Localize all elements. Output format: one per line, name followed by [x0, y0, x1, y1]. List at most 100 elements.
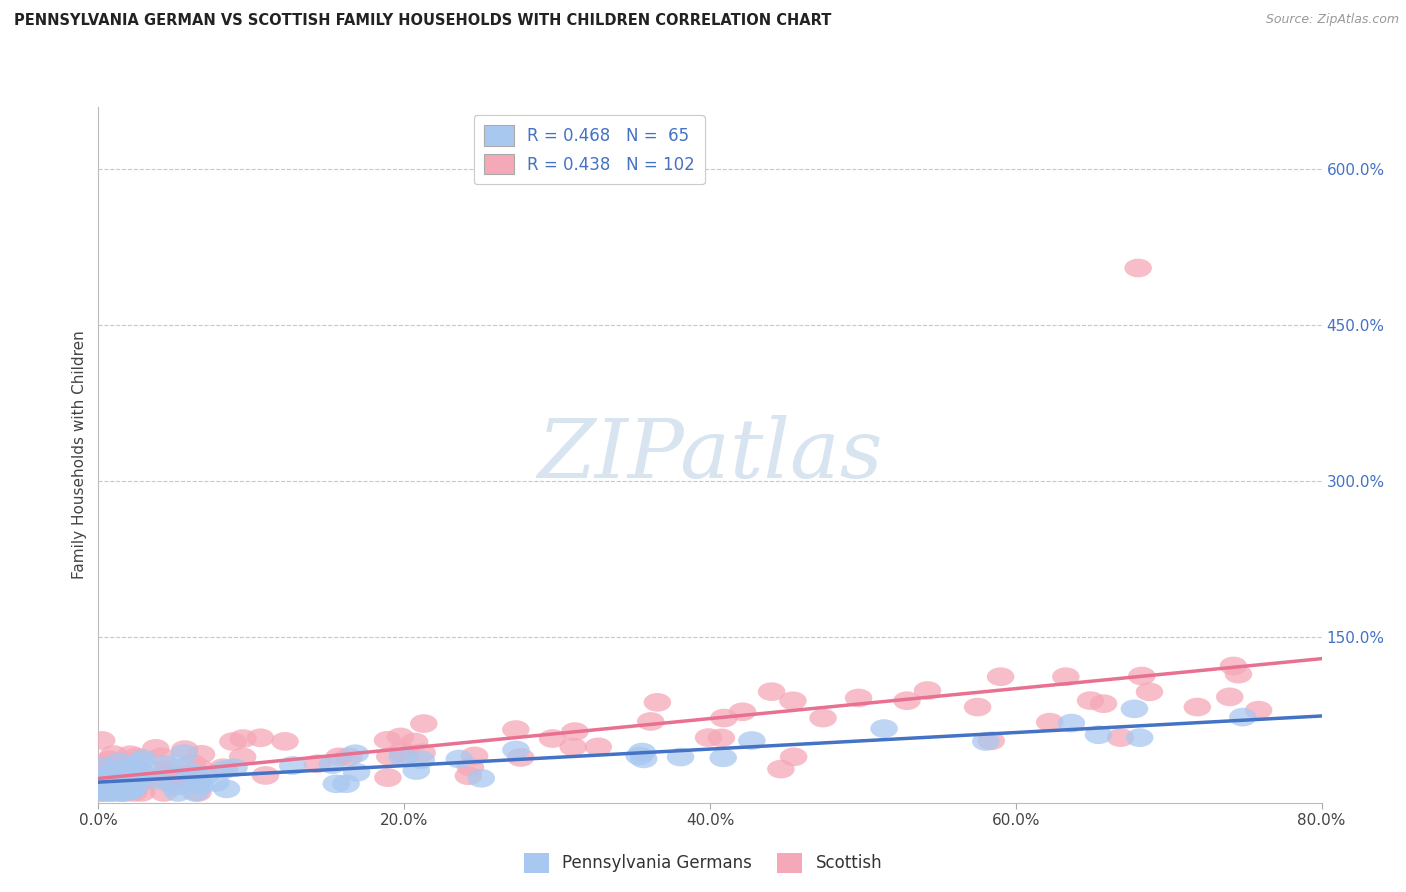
Ellipse shape: [779, 691, 807, 710]
Ellipse shape: [278, 756, 307, 775]
Ellipse shape: [322, 774, 350, 793]
Ellipse shape: [108, 783, 135, 802]
Ellipse shape: [343, 763, 370, 781]
Ellipse shape: [165, 783, 191, 802]
Ellipse shape: [191, 766, 219, 785]
Ellipse shape: [101, 771, 129, 789]
Ellipse shape: [115, 761, 143, 780]
Ellipse shape: [388, 741, 416, 760]
Ellipse shape: [160, 777, 187, 796]
Legend: Pennsylvania Germans, Scottish: Pennsylvania Germans, Scottish: [517, 847, 889, 880]
Ellipse shape: [374, 768, 402, 787]
Ellipse shape: [96, 750, 124, 769]
Ellipse shape: [169, 772, 195, 790]
Ellipse shape: [127, 773, 155, 792]
Ellipse shape: [172, 740, 198, 759]
Ellipse shape: [148, 747, 176, 766]
Ellipse shape: [229, 730, 257, 747]
Ellipse shape: [170, 744, 198, 763]
Ellipse shape: [457, 758, 484, 777]
Ellipse shape: [1128, 666, 1156, 685]
Ellipse shape: [401, 732, 429, 751]
Ellipse shape: [110, 764, 138, 782]
Ellipse shape: [105, 770, 134, 788]
Ellipse shape: [637, 712, 665, 731]
Ellipse shape: [666, 747, 695, 766]
Ellipse shape: [97, 779, 125, 797]
Ellipse shape: [1229, 707, 1257, 726]
Ellipse shape: [1136, 682, 1163, 701]
Ellipse shape: [626, 747, 652, 765]
Ellipse shape: [98, 764, 125, 782]
Ellipse shape: [695, 728, 723, 747]
Ellipse shape: [246, 729, 274, 747]
Ellipse shape: [170, 758, 197, 777]
Ellipse shape: [893, 691, 921, 710]
Ellipse shape: [179, 754, 207, 772]
Ellipse shape: [127, 763, 153, 781]
Ellipse shape: [128, 766, 155, 785]
Ellipse shape: [118, 780, 145, 799]
Ellipse shape: [103, 783, 129, 802]
Ellipse shape: [105, 753, 134, 772]
Ellipse shape: [181, 783, 209, 802]
Ellipse shape: [122, 747, 150, 766]
Legend: R = 0.468   N =  65, R = 0.438   N = 102: R = 0.468 N = 65, R = 0.438 N = 102: [474, 115, 704, 185]
Ellipse shape: [160, 764, 187, 783]
Ellipse shape: [104, 763, 132, 781]
Ellipse shape: [96, 777, 122, 796]
Ellipse shape: [977, 731, 1005, 750]
Ellipse shape: [342, 744, 368, 763]
Ellipse shape: [335, 747, 363, 766]
Ellipse shape: [461, 747, 488, 765]
Ellipse shape: [502, 720, 530, 739]
Y-axis label: Family Households with Children: Family Households with Children: [72, 331, 87, 579]
Ellipse shape: [411, 714, 437, 733]
Ellipse shape: [1036, 713, 1063, 731]
Ellipse shape: [97, 783, 125, 802]
Ellipse shape: [644, 693, 671, 712]
Ellipse shape: [1244, 701, 1272, 720]
Ellipse shape: [560, 738, 586, 756]
Ellipse shape: [402, 761, 430, 780]
Ellipse shape: [121, 777, 149, 796]
Ellipse shape: [870, 719, 898, 738]
Ellipse shape: [914, 681, 941, 700]
Ellipse shape: [152, 756, 180, 774]
Ellipse shape: [1077, 691, 1104, 710]
Ellipse shape: [120, 783, 148, 802]
Ellipse shape: [1107, 728, 1135, 747]
Ellipse shape: [229, 747, 256, 766]
Ellipse shape: [86, 761, 112, 780]
Ellipse shape: [187, 776, 214, 795]
Ellipse shape: [165, 776, 193, 795]
Ellipse shape: [86, 757, 114, 776]
Ellipse shape: [125, 771, 152, 789]
Ellipse shape: [768, 760, 794, 779]
Ellipse shape: [188, 745, 215, 764]
Ellipse shape: [1057, 714, 1085, 732]
Ellipse shape: [1216, 688, 1243, 706]
Ellipse shape: [628, 743, 655, 762]
Ellipse shape: [111, 783, 139, 802]
Ellipse shape: [508, 748, 534, 767]
Ellipse shape: [176, 764, 202, 783]
Ellipse shape: [89, 773, 115, 792]
Ellipse shape: [454, 766, 482, 785]
Ellipse shape: [127, 768, 153, 787]
Ellipse shape: [387, 728, 415, 747]
Ellipse shape: [180, 765, 208, 784]
Ellipse shape: [1121, 699, 1149, 718]
Ellipse shape: [156, 772, 183, 791]
Ellipse shape: [332, 774, 360, 793]
Text: PENNSYLVANIA GERMAN VS SCOTTISH FAMILY HOUSEHOLDS WITH CHILDREN CORRELATION CHAR: PENNSYLVANIA GERMAN VS SCOTTISH FAMILY H…: [14, 13, 831, 29]
Ellipse shape: [1052, 667, 1080, 686]
Ellipse shape: [221, 758, 247, 777]
Ellipse shape: [325, 747, 353, 766]
Ellipse shape: [94, 783, 122, 802]
Ellipse shape: [561, 723, 589, 741]
Ellipse shape: [972, 732, 1000, 751]
Ellipse shape: [408, 750, 434, 769]
Text: ZIPatlas: ZIPatlas: [537, 415, 883, 495]
Ellipse shape: [112, 753, 141, 772]
